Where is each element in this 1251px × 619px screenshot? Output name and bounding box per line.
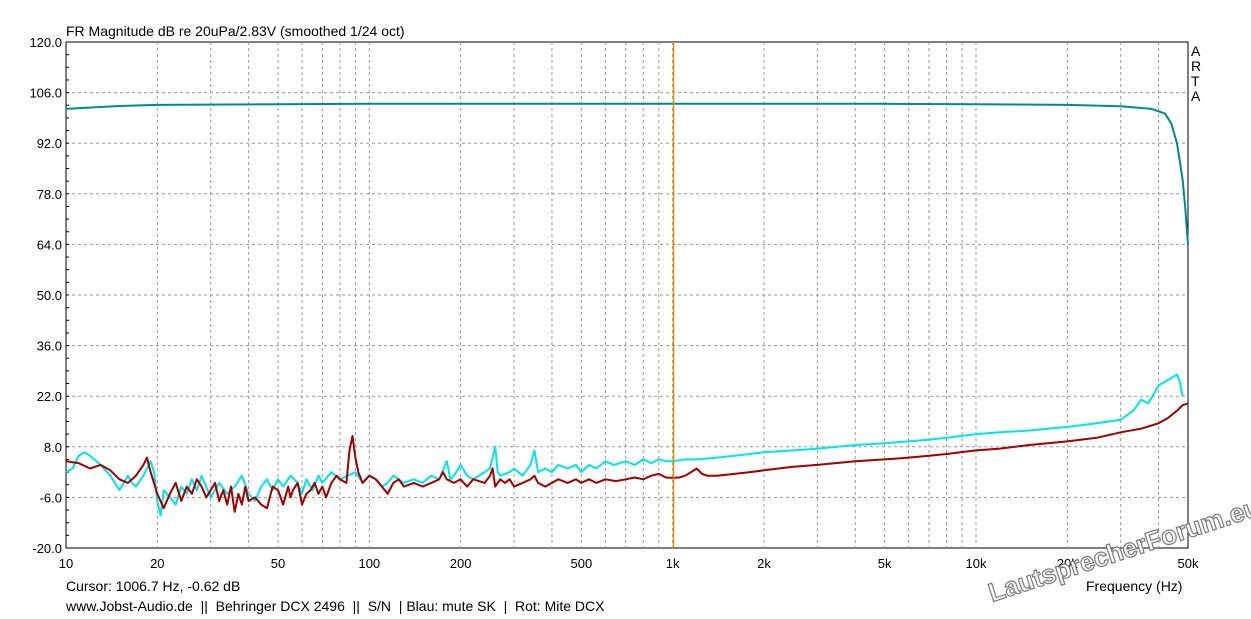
y-tick-label: 92.0 (37, 136, 62, 151)
y-tick-label: 78.0 (37, 187, 62, 202)
series-line-3 (65, 402, 1189, 513)
x-tick-label: 5k (878, 556, 892, 571)
x-tick-label: 200 (450, 556, 472, 571)
side-label-letter: R (1191, 58, 1201, 74)
series-line-2 (65, 373, 1184, 517)
data-series (65, 102, 1189, 517)
side-label-letter: A (1191, 88, 1201, 104)
y-tick-label: -6.0 (40, 490, 62, 505)
y-tick-label: -20.0 (32, 541, 62, 556)
y-tick-label: 36.0 (37, 339, 62, 354)
y-tick-label: 8.0 (44, 440, 62, 455)
x-tick-label: 1k (666, 556, 680, 571)
y-tick-label: 50.0 (37, 288, 62, 303)
y-tick-label: 106.0 (29, 86, 62, 101)
x-tick-label: 50 (271, 556, 285, 571)
y-axis-ticks: 120.0 106.0 92.0 78.0 64.0 50.0 36.0 22.0 8.0 -6.… (29, 35, 69, 556)
y-tick-label: 64.0 (37, 237, 62, 252)
x-tick-label: 10k (965, 556, 986, 571)
x-tick-label: 2k (757, 556, 771, 571)
y-tick-label: 22.0 (37, 389, 62, 404)
x-tick-label: 20 (150, 556, 164, 571)
x-axis-label: Frequency (Hz) (1086, 578, 1182, 594)
x-tick-label: 100 (358, 556, 380, 571)
x-axis-ticks: 10 20 50 100 200 500 1k 2k 5k 10k 20k 50k (59, 556, 1199, 571)
side-label-letter: A (1191, 43, 1201, 59)
grid-lines (66, 42, 1188, 548)
x-tick-label: 20k (1057, 556, 1078, 571)
x-tick-label: 10 (59, 556, 73, 571)
x-tick-label: 50k (1178, 556, 1199, 571)
x-tick-label: 500 (570, 556, 592, 571)
series-line-1 (65, 102, 1189, 245)
chart-title: FR Magnitude dB re 20uPa/2.83V (smoothed… (66, 23, 405, 39)
y-tick-label: 120.0 (29, 35, 62, 50)
side-label-letter: T (1191, 73, 1200, 89)
footer-info: www.Jobst-Audio.de || Behringer DCX 2496… (65, 598, 605, 614)
cursor-readout: Cursor: 1006.7 Hz, -0.62 dB (66, 578, 240, 594)
